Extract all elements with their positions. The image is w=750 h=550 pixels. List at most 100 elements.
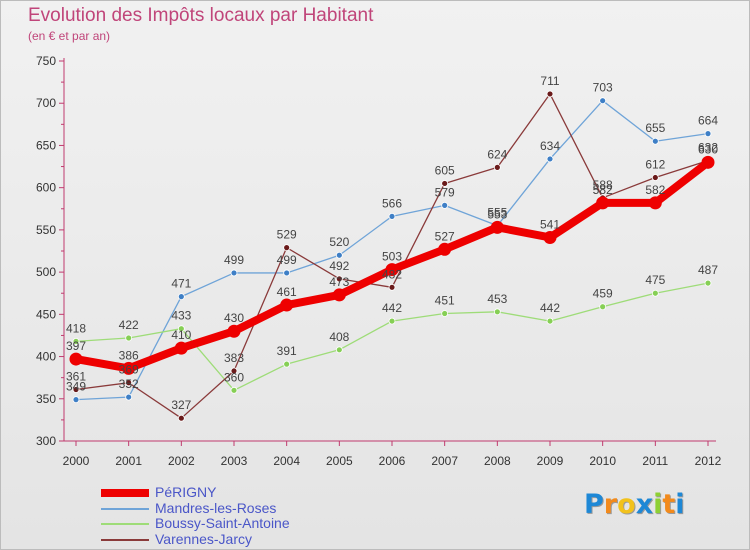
data-label-perigny: 473 bbox=[329, 275, 349, 289]
x-tick-label: 2011 bbox=[642, 454, 668, 468]
y-tick-label: 400 bbox=[36, 350, 56, 364]
data-point-boussy-saint-antoine bbox=[546, 317, 554, 325]
x-tick-label: 2001 bbox=[115, 454, 142, 468]
data-label-boussy-saint-antoine: 487 bbox=[698, 263, 718, 277]
data-label-mandres-les-roses: 352 bbox=[119, 377, 139, 391]
data-label-varennes-jarcy: 327 bbox=[171, 398, 191, 412]
data-label-mandres-les-roses: 655 bbox=[645, 121, 665, 135]
legend-label-mandres-les-roses: Mandres-les-Roses bbox=[155, 499, 277, 516]
data-label-mandres-les-roses: 579 bbox=[435, 185, 455, 199]
data-point-varennes-jarcy bbox=[388, 283, 396, 291]
data-label-perigny: 461 bbox=[277, 285, 297, 299]
x-tick-label: 2010 bbox=[589, 454, 616, 468]
data-point-perigny bbox=[648, 196, 662, 210]
data-label-boussy-saint-antoine: 451 bbox=[435, 293, 455, 307]
data-label-varennes-jarcy: 383 bbox=[224, 351, 244, 365]
data-label-perigny: 582 bbox=[593, 183, 613, 197]
data-label-mandres-les-roses: 634 bbox=[540, 139, 560, 153]
y-tick-label: 500 bbox=[36, 265, 56, 279]
data-point-boussy-saint-antoine bbox=[651, 289, 659, 297]
data-label-perigny: 410 bbox=[171, 328, 191, 342]
data-label-mandres-les-roses: 703 bbox=[593, 81, 613, 95]
data-point-varennes-jarcy bbox=[651, 174, 659, 181]
data-point-boussy-saint-antoine bbox=[125, 334, 133, 342]
data-label-perigny: 503 bbox=[382, 250, 402, 264]
y-tick-label: 750 bbox=[36, 54, 56, 68]
logo-letter: t bbox=[662, 489, 676, 520]
y-tick-label: 700 bbox=[36, 96, 56, 110]
y-tick-label: 450 bbox=[36, 307, 56, 321]
data-point-varennes-jarcy bbox=[72, 386, 80, 393]
data-label-varennes-jarcy: 632 bbox=[698, 141, 718, 155]
data-point-boussy-saint-antoine bbox=[599, 303, 607, 311]
x-tick-label: 2003 bbox=[221, 454, 248, 468]
data-point-boussy-saint-antoine bbox=[177, 325, 185, 333]
x-tick-label: 2005 bbox=[326, 454, 353, 468]
data-label-mandres-les-roses: 520 bbox=[329, 235, 349, 249]
data-label-boussy-saint-antoine: 453 bbox=[487, 292, 507, 306]
legend-swatch-boussy-saint-antoine bbox=[101, 523, 149, 525]
data-point-varennes-jarcy bbox=[230, 367, 238, 375]
data-point-perigny bbox=[280, 298, 294, 312]
data-label-boussy-saint-antoine: 422 bbox=[119, 318, 139, 332]
y-tick-label: 350 bbox=[36, 392, 56, 406]
legend-swatch-mandres-les-roses bbox=[101, 507, 149, 510]
y-tick-label: 650 bbox=[36, 138, 56, 152]
logo-letter: i bbox=[675, 489, 685, 520]
data-label-boussy-saint-antoine: 408 bbox=[329, 330, 349, 344]
data-point-perigny bbox=[385, 263, 399, 277]
data-point-mandres-les-roses bbox=[335, 251, 343, 259]
data-label-perigny: 541 bbox=[540, 217, 560, 231]
data-label-mandres-les-roses: 499 bbox=[224, 253, 244, 267]
data-label-boussy-saint-antoine: 391 bbox=[277, 344, 297, 358]
x-tick-label: 2002 bbox=[168, 454, 195, 468]
data-label-varennes-jarcy: 482 bbox=[382, 267, 402, 281]
data-point-varennes-jarcy bbox=[125, 379, 133, 387]
y-tick-label: 550 bbox=[36, 223, 56, 237]
data-label-varennes-jarcy: 612 bbox=[645, 158, 665, 172]
x-tick-label: 2008 bbox=[484, 454, 511, 468]
data-point-varennes-jarcy bbox=[335, 275, 343, 283]
data-label-mandres-les-roses: 664 bbox=[698, 114, 718, 128]
data-label-perigny: 397 bbox=[66, 339, 86, 353]
data-point-varennes-jarcy bbox=[441, 180, 449, 187]
data-label-perigny: 630 bbox=[698, 142, 718, 156]
chart-subtitle: (en € et par an) bbox=[28, 29, 111, 43]
data-point-perigny bbox=[596, 196, 610, 210]
x-tick-label: 2000 bbox=[63, 454, 90, 468]
x-tick-label: 2009 bbox=[537, 454, 564, 468]
data-point-boussy-saint-antoine bbox=[230, 386, 238, 394]
data-label-mandres-les-roses: 349 bbox=[66, 380, 86, 394]
data-point-perigny bbox=[332, 288, 346, 302]
data-point-perigny bbox=[122, 361, 136, 375]
data-label-varennes-jarcy: 605 bbox=[435, 163, 455, 177]
data-label-mandres-les-roses: 499 bbox=[277, 253, 297, 267]
data-label-perigny: 582 bbox=[645, 183, 665, 197]
data-label-boussy-saint-antoine: 475 bbox=[645, 273, 665, 287]
data-point-boussy-saint-antoine bbox=[283, 360, 291, 368]
data-label-boussy-saint-antoine: 442 bbox=[540, 301, 560, 315]
x-tick-label: 2012 bbox=[695, 454, 722, 468]
y-tick-label: 600 bbox=[36, 181, 56, 195]
data-point-boussy-saint-antoine bbox=[441, 310, 449, 317]
x-tick-label: 2004 bbox=[273, 454, 300, 468]
chart-title: Evolution des Impôts locaux par Habitant bbox=[28, 5, 374, 26]
data-label-boussy-saint-antoine: 418 bbox=[66, 321, 86, 335]
proxiti-logo: Proxiti bbox=[584, 489, 685, 520]
x-tick-label: 2007 bbox=[431, 454, 458, 468]
data-label-varennes-jarcy: 492 bbox=[329, 259, 349, 273]
data-point-mandres-les-roses bbox=[599, 97, 607, 105]
data-point-perigny bbox=[438, 242, 452, 256]
data-label-mandres-les-roses: 555 bbox=[487, 206, 507, 220]
data-label-perigny: 430 bbox=[224, 311, 244, 325]
data-label-varennes-jarcy: 529 bbox=[277, 228, 297, 242]
data-point-perigny bbox=[174, 341, 188, 355]
legend-swatch-varennes-jarcy bbox=[101, 538, 149, 541]
data-point-boussy-saint-antoine bbox=[72, 337, 80, 345]
data-point-varennes-jarcy bbox=[493, 163, 501, 171]
data-label-varennes-jarcy: 588 bbox=[593, 178, 613, 192]
data-point-mandres-les-roses bbox=[283, 269, 291, 277]
data-label-boussy-saint-antoine: 360 bbox=[224, 370, 244, 384]
data-point-boussy-saint-antoine bbox=[493, 308, 501, 316]
